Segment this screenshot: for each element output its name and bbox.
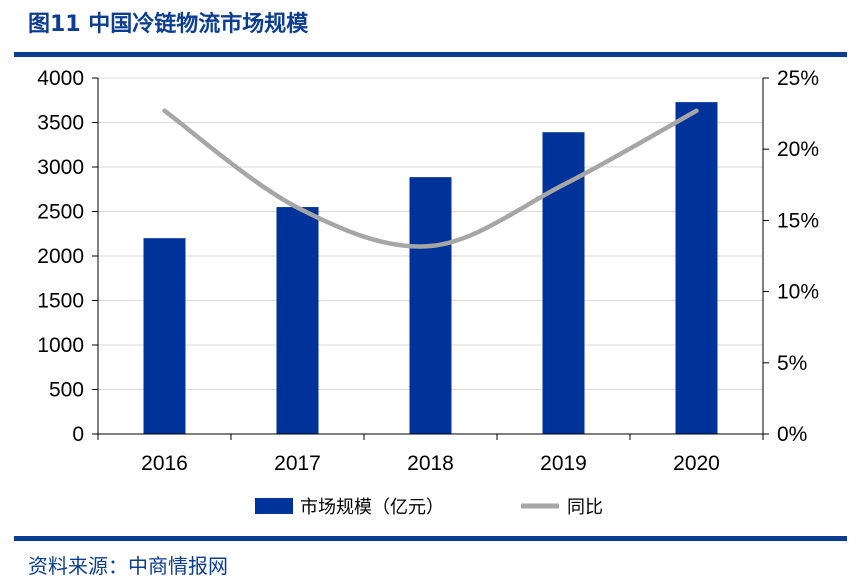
x-axis-label-2016: 2016	[141, 452, 188, 475]
tick-labels: 0 500 1000 1500 2000 2500 3000 3500 4000 0% 5% 10% 1…	[37, 67, 819, 475]
bar-2017	[276, 207, 319, 434]
left-axis-tick-label: 500	[49, 379, 84, 402]
right-axis-tick-label: 10%	[777, 281, 819, 304]
line-series	[162, 108, 699, 249]
bar-series	[143, 102, 718, 435]
gridlines	[98, 77, 763, 390]
left-axis-tick-label: 0	[72, 423, 84, 446]
source-note: 资料来源：中商情报网	[28, 554, 228, 578]
left-axis-tick-label: 1500	[37, 290, 84, 313]
left-axis-tick-label: 2000	[37, 245, 84, 268]
legend-swatch-bar	[255, 498, 293, 514]
right-axis-tick-label: 15%	[777, 209, 819, 232]
left-axis-tick-label: 3000	[37, 156, 84, 179]
x-axis-label-2018: 2018	[407, 452, 454, 475]
legend-label-bar: 市场规模（亿元）	[300, 497, 444, 518]
legend: 市场规模（亿元） 同比	[255, 497, 603, 518]
top-rule	[14, 52, 847, 57]
left-axis-tick-label: 3500	[37, 112, 84, 135]
right-axis-tick-label: 5%	[777, 352, 807, 375]
chart-title: 图11 中国冷链物流市场规模	[28, 12, 309, 37]
x-axis-label-2019: 2019	[540, 452, 587, 475]
bottom-rule	[14, 536, 847, 541]
legend-label-line: 同比	[567, 497, 603, 518]
x-axis-label-2020: 2020	[673, 452, 720, 475]
bar-2020	[675, 102, 718, 434]
right-axis-tick-label: 20%	[777, 138, 819, 161]
left-axis-tick-label: 2500	[37, 201, 84, 224]
right-axis-tick-label: 25%	[777, 67, 819, 90]
bar-2016	[143, 238, 186, 434]
x-axis-label-2017: 2017	[274, 452, 321, 475]
right-axis-tick-label: 0%	[777, 423, 807, 446]
axes	[92, 77, 769, 440]
bar-2018	[409, 177, 452, 434]
left-axis-tick-label: 1000	[37, 334, 84, 357]
left-axis-tick-label: 4000	[37, 67, 84, 90]
